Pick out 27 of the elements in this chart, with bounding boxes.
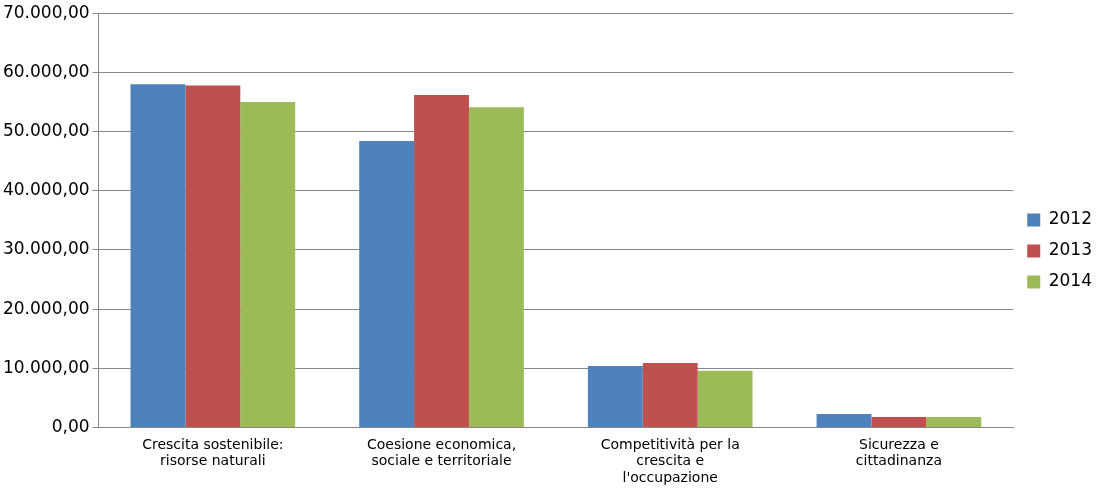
y-tick-label: 50.000,00 xyxy=(2,120,90,141)
bar xyxy=(816,413,872,428)
x-tick-label: Competitività per la crescita e l'occupazione xyxy=(600,435,740,486)
bar xyxy=(130,84,186,428)
legend-label: 2014 xyxy=(1048,270,1092,291)
bar xyxy=(587,366,643,428)
bar xyxy=(468,107,524,428)
x-tick-label: Coesione economica, sociale e territoriale xyxy=(366,435,517,469)
bar xyxy=(871,416,927,428)
y-tick-label: 30.000,00 xyxy=(2,238,90,259)
x-tick-label: Crescita sostenibile: risorse naturali xyxy=(142,435,284,469)
y-tick-label: 20.000,00 xyxy=(2,297,90,318)
y-tick-label: 10.000,00 xyxy=(2,356,90,377)
y-tick-label: 60.000,00 xyxy=(2,60,90,81)
y-tick-label: 70.000,00 xyxy=(2,1,90,22)
bar xyxy=(240,102,296,428)
x-tick-label: Sicurezza e cittadinanza xyxy=(855,435,942,469)
legend-label: 2013 xyxy=(1048,239,1092,260)
bar xyxy=(642,363,698,428)
y-tick-label: 0,00 xyxy=(51,416,90,437)
bar xyxy=(185,85,241,428)
legend-label: 2012 xyxy=(1048,208,1092,229)
bar xyxy=(414,94,469,428)
bar xyxy=(926,416,982,428)
bar xyxy=(359,141,415,428)
bar xyxy=(697,370,753,428)
y-tick-label: 40.000,00 xyxy=(2,179,90,200)
